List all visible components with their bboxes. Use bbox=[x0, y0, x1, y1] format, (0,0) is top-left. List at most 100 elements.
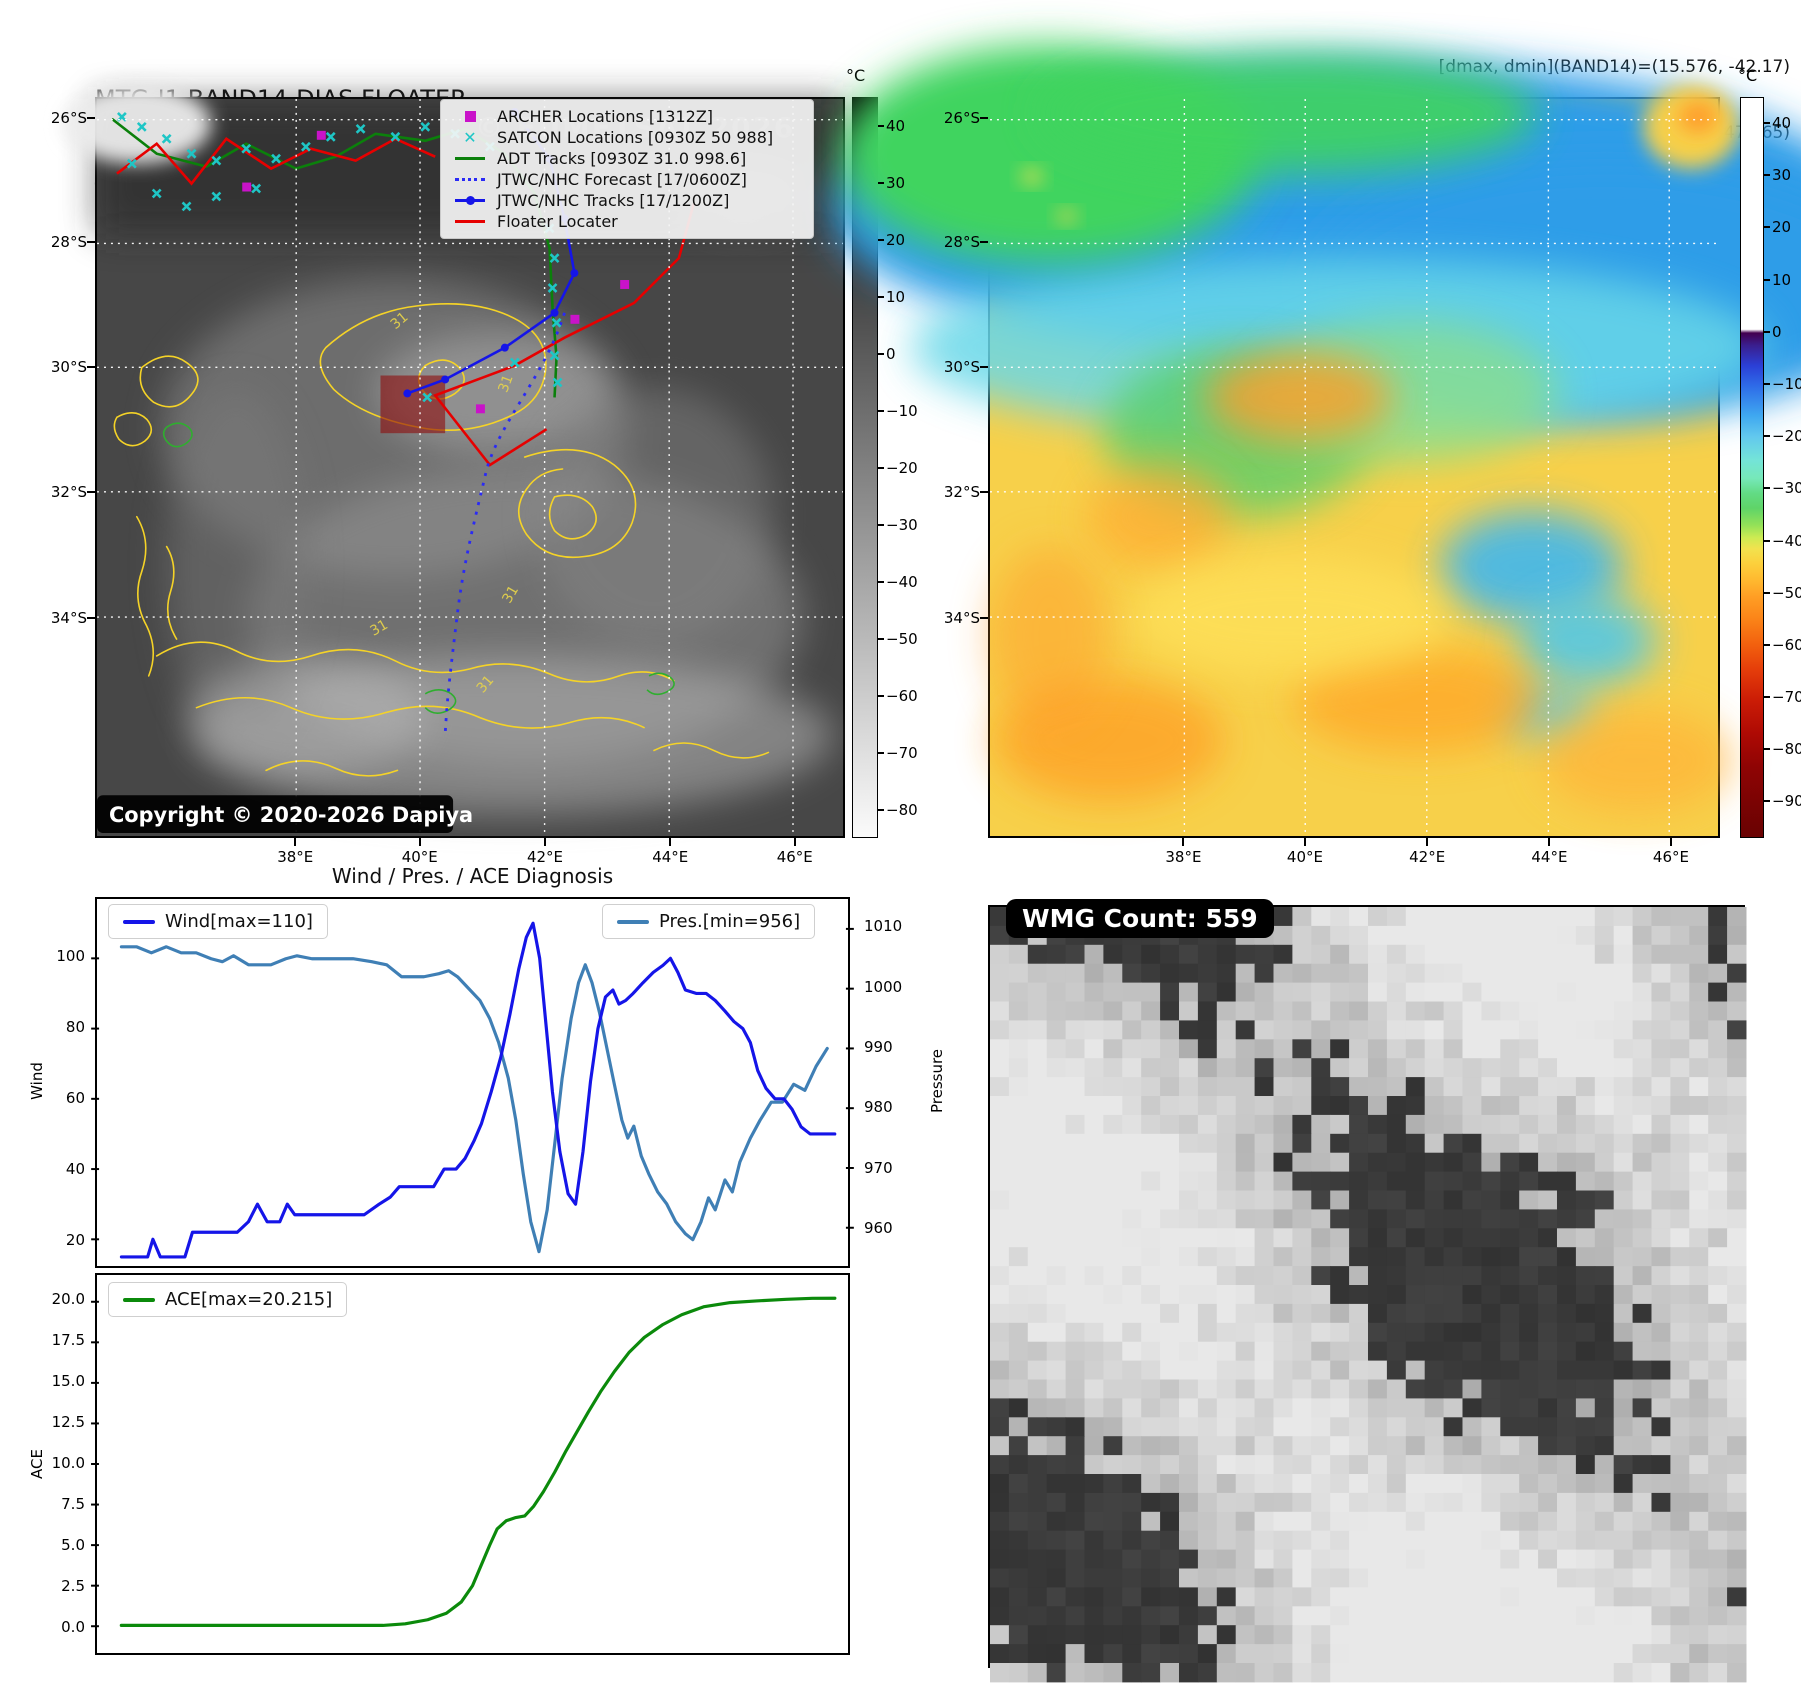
wmg-cell bbox=[1008, 1625, 1029, 1645]
wmg-cell bbox=[1311, 1606, 1331, 1626]
wmg-cell bbox=[1008, 1096, 1029, 1116]
wmg-cell bbox=[1254, 1341, 1274, 1362]
wmg-cell bbox=[1141, 1379, 1161, 1399]
colorbar-tick-label: −80 bbox=[1772, 740, 1801, 759]
wmg-cell bbox=[1122, 1190, 1142, 1210]
wmg-cell bbox=[1084, 1398, 1104, 1418]
awv-map-panel bbox=[831, 44, 1801, 838]
wmg-cell bbox=[990, 1341, 1010, 1362]
wmg-cell bbox=[1556, 1663, 1577, 1683]
wmg-cell bbox=[1160, 1171, 1180, 1192]
wmg-cell bbox=[1708, 1322, 1728, 1343]
wind-legend-label: Wind[max=110] bbox=[165, 911, 313, 932]
wmg-cell bbox=[1651, 1663, 1671, 1683]
wmg-cell bbox=[1670, 1644, 1690, 1664]
wmg-cell bbox=[1235, 1077, 1256, 1097]
wmg-cell bbox=[1481, 1001, 1501, 1021]
wmg-cell bbox=[1481, 1303, 1501, 1324]
wmg-cell bbox=[1311, 1417, 1331, 1437]
wmg-cell bbox=[1141, 1001, 1161, 1021]
wmg-cell bbox=[1500, 1209, 1520, 1229]
wmg-cell bbox=[1311, 1058, 1331, 1078]
wmg-cell bbox=[1330, 1190, 1350, 1210]
wmg-cell bbox=[1727, 1625, 1747, 1645]
wmg-cell bbox=[1462, 1133, 1482, 1154]
wmg-cell bbox=[1443, 1190, 1463, 1210]
wmg-cell bbox=[1632, 1360, 1652, 1381]
wmg-cell bbox=[1632, 1285, 1652, 1305]
wmg-image bbox=[990, 907, 1747, 1683]
wmg-cell bbox=[1254, 1379, 1274, 1399]
wmg-cell bbox=[990, 1020, 1010, 1040]
wmg-cell bbox=[1689, 1266, 1709, 1286]
wmg-cell bbox=[1349, 982, 1369, 1003]
wmg-cell bbox=[1160, 1266, 1180, 1286]
pressure-tick-label: 990 bbox=[864, 1038, 893, 1057]
wmg-cell bbox=[1235, 1266, 1256, 1286]
wmg-cell bbox=[1689, 1568, 1709, 1588]
wmg-cell bbox=[1594, 1152, 1615, 1173]
wmg-cell bbox=[1670, 1020, 1690, 1040]
wmg-cell bbox=[1084, 1228, 1104, 1248]
wmg-cell bbox=[1254, 1474, 1274, 1494]
wmg-cell bbox=[1443, 925, 1463, 946]
colorbar-tick-mark bbox=[1764, 696, 1770, 699]
wmg-cell bbox=[1670, 1417, 1690, 1437]
wmg-cell bbox=[1651, 1492, 1671, 1513]
wmg-cell bbox=[1235, 1303, 1256, 1324]
wmg-cell bbox=[1311, 1511, 1331, 1532]
wmg-cell bbox=[1046, 1492, 1067, 1513]
wmg-cell bbox=[1122, 1039, 1142, 1059]
wmg-cell bbox=[1084, 1587, 1104, 1607]
wmg-cell bbox=[1651, 1133, 1671, 1154]
wmg-cell bbox=[1160, 1077, 1180, 1097]
wmg-cell bbox=[1311, 1455, 1331, 1475]
wmg-cell bbox=[1594, 1285, 1615, 1305]
wmg-cell bbox=[1197, 1114, 1218, 1135]
wmg-cell bbox=[1160, 1303, 1180, 1324]
wmg-cell bbox=[1386, 1171, 1407, 1192]
wmg-cell bbox=[1235, 1663, 1256, 1683]
wmg-cell bbox=[1330, 1379, 1350, 1399]
wmg-cell bbox=[1292, 907, 1312, 927]
wmg-cell bbox=[1178, 1625, 1199, 1645]
wmg-cell bbox=[1141, 1020, 1161, 1040]
wmg-cell bbox=[1349, 1133, 1369, 1154]
wmg-cell bbox=[1254, 1190, 1274, 1210]
wmg-cell bbox=[1027, 1096, 1048, 1116]
pressure-legend-label: Pres.[min=956] bbox=[659, 911, 801, 932]
wmg-cell bbox=[1462, 1606, 1482, 1626]
wmg-cell bbox=[1689, 1303, 1709, 1324]
wmg-cell bbox=[1178, 1096, 1199, 1116]
wmg-cell bbox=[990, 1114, 1010, 1135]
wmg-cell bbox=[1065, 1133, 1085, 1154]
wmg-cell bbox=[1008, 1303, 1029, 1324]
wmg-cell bbox=[1235, 1398, 1256, 1418]
wmg-cell bbox=[1008, 1247, 1029, 1267]
wmg-cell bbox=[1046, 1039, 1067, 1059]
wmg-cell bbox=[1084, 1020, 1104, 1040]
wmg-cell bbox=[1500, 1379, 1520, 1399]
wmg-cell bbox=[1046, 1511, 1067, 1532]
tick-mark bbox=[544, 838, 546, 846]
wmg-cell bbox=[1689, 1020, 1709, 1040]
wmg-cell bbox=[1330, 1511, 1350, 1532]
wmg-cell bbox=[1708, 1398, 1728, 1418]
wmg-cell bbox=[1500, 1228, 1520, 1248]
wmg-cell bbox=[1235, 1247, 1256, 1267]
wmg-cell bbox=[1065, 1474, 1085, 1494]
wmg-cell bbox=[1367, 1511, 1388, 1532]
wmg-cell bbox=[1500, 1020, 1520, 1040]
tick-mark bbox=[980, 616, 988, 619]
wmg-cell bbox=[1065, 1530, 1085, 1551]
lat-tick-label: 30°S bbox=[943, 357, 980, 376]
wmg-cell bbox=[1632, 1039, 1652, 1059]
wmg-cell bbox=[1103, 1474, 1123, 1494]
wmg-cell bbox=[1084, 1039, 1104, 1059]
wmg-cell bbox=[1462, 1114, 1482, 1135]
wmg-cell bbox=[1386, 1568, 1407, 1588]
colorbar-tick-label: 40 bbox=[1772, 114, 1792, 133]
wmg-cell bbox=[1481, 1171, 1501, 1192]
wmg-cell bbox=[1235, 1039, 1256, 1059]
wind-tick-label: 60 bbox=[65, 1089, 85, 1107]
